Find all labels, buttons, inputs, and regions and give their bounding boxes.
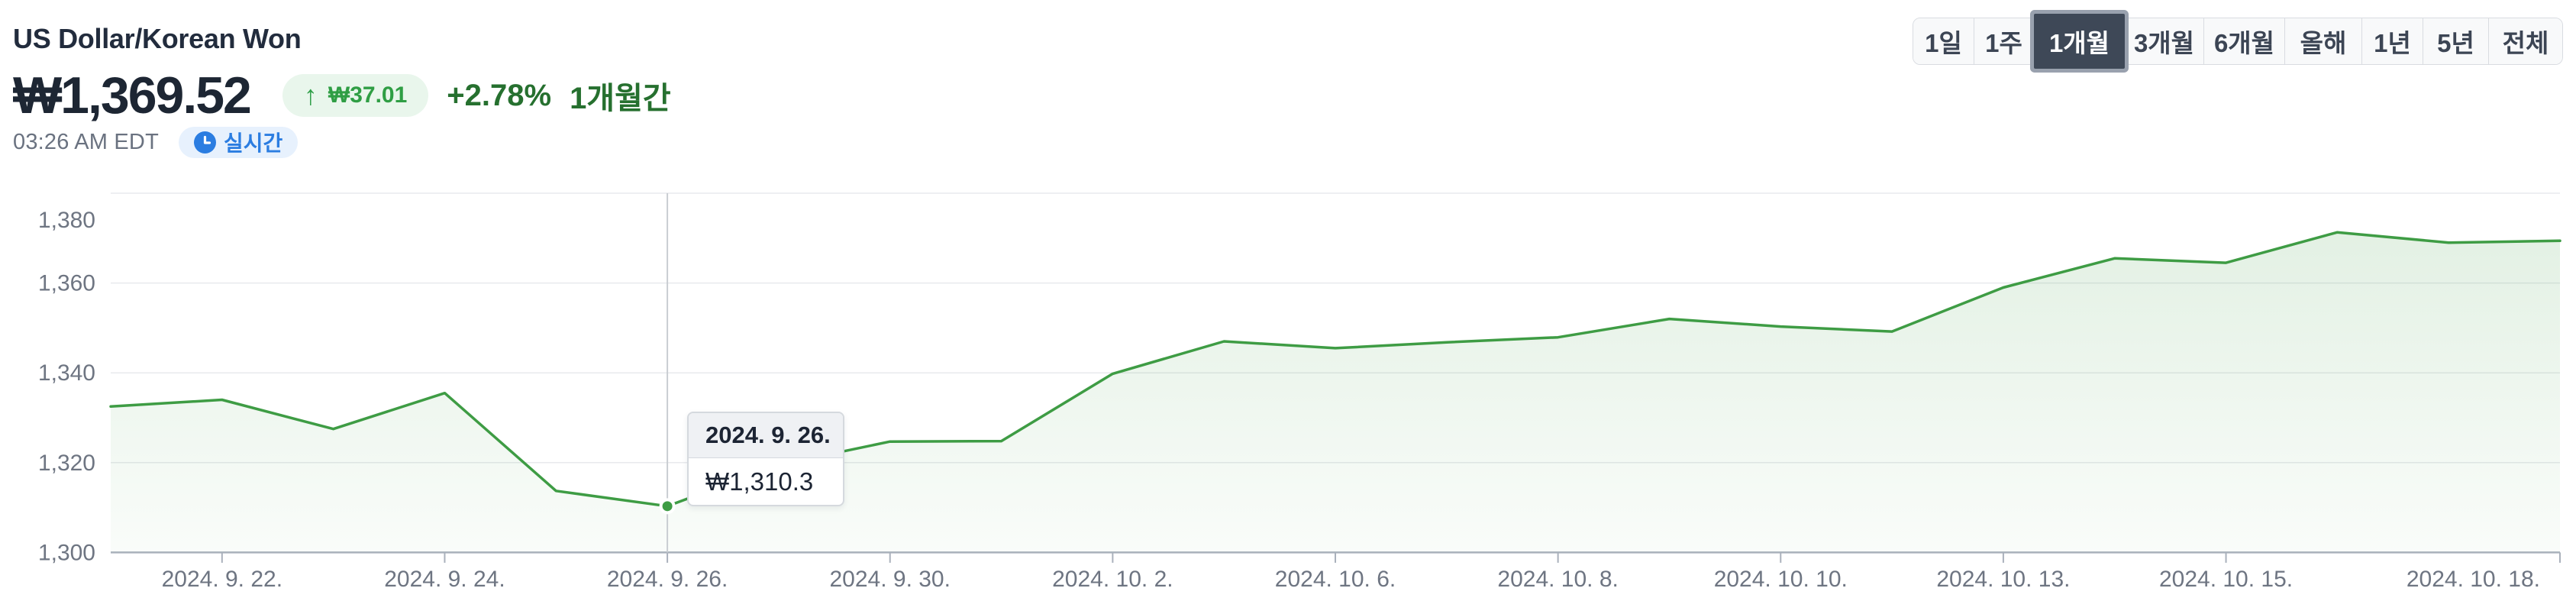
y-axis-label: 1,340 — [38, 360, 95, 386]
up-arrow-icon: ↑ — [303, 79, 318, 111]
current-price: ₩1,369.52 — [13, 66, 252, 124]
price-area — [111, 232, 2560, 553]
change-percent: +2.78% — [447, 78, 552, 112]
range-button-3[interactable]: 1개월 — [2034, 14, 2125, 69]
time-row: 03:26 AM EDT 실시간 — [13, 125, 299, 159]
plot-area[interactable] — [111, 193, 2560, 552]
clock-icon — [194, 131, 216, 154]
x-axis-label: 2024. 10. 2. — [1052, 567, 1173, 592]
price-row: ₩1,369.52 ↑ ₩37.01 +2.78% 1개월간 — [13, 66, 671, 124]
change-badge: ↑ ₩37.01 — [282, 74, 429, 117]
x-axis-label: 2024. 9. 24. — [384, 567, 505, 592]
chart-tooltip: 2024. 9. 26. ₩1,310.3 — [687, 412, 844, 506]
tooltip-date: 2024. 9. 26. — [689, 413, 843, 458]
range-button-8[interactable]: 5년 — [2423, 18, 2489, 64]
range-button-1[interactable]: 1일 — [1913, 18, 1974, 64]
tooltip-value: ₩1,310.3 — [705, 467, 814, 496]
range-button-2[interactable]: 1주 — [1974, 18, 2034, 64]
x-axis-label: 2024. 9. 22. — [162, 567, 282, 592]
change-amount: ₩37.01 — [328, 82, 408, 108]
price-line — [109, 231, 2561, 508]
range-button-9[interactable]: 전체 — [2489, 18, 2562, 64]
x-axis-label: 2024. 10. 13. — [1936, 567, 2070, 592]
live-badge: 실시간 — [179, 126, 299, 158]
x-axis-label: 2024. 10. 10. — [1714, 567, 1848, 592]
y-axis-label: 1,360 — [38, 271, 95, 296]
highlight-dot — [659, 498, 676, 515]
y-axis-label: 1,320 — [38, 451, 95, 476]
x-axis-label: 2024. 10. 18. — [2407, 567, 2540, 592]
range-button-6[interactable]: 올해 — [2285, 18, 2362, 64]
y-axis-label: 1,380 — [38, 208, 95, 233]
x-axis-label: 2024. 9. 26. — [607, 567, 728, 592]
x-axis-label: 2024. 10. 6. — [1275, 567, 1396, 592]
x-axis-label: 2024. 10. 8. — [1497, 567, 1618, 592]
live-badge-label: 실시간 — [224, 131, 283, 155]
range-selector: 1일 1주 1개월 3개월 6개월 올해 1년 5년 전체 — [1913, 14, 2563, 69]
range-button-7[interactable]: 1년 — [2362, 18, 2423, 64]
change-period: 1개월간 — [570, 82, 671, 115]
page-title: US Dollar/Korean Won — [13, 23, 302, 54]
y-axis-label: 1,300 — [38, 540, 95, 565]
range-button-5[interactable]: 6개월 — [2204, 18, 2285, 64]
timestamp: 03:26 AM EDT — [13, 129, 159, 154]
x-axis-label: 2024. 9. 30. — [829, 567, 950, 592]
x-axis-label: 2024. 10. 15. — [2159, 567, 2293, 592]
range-button-4[interactable]: 3개월 — [2125, 18, 2204, 64]
